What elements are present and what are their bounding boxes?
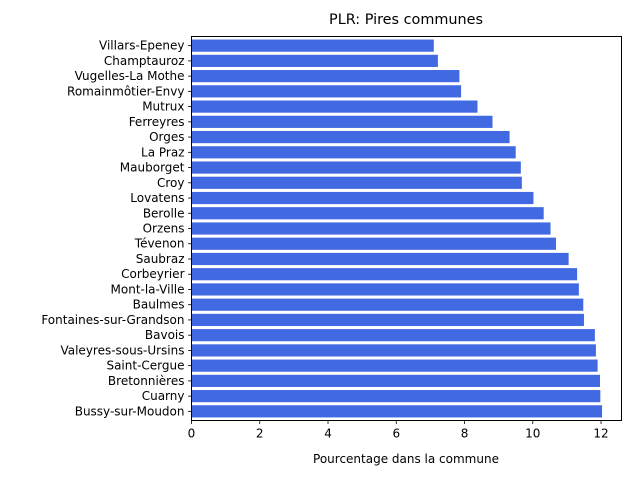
bar [191,344,596,357]
y-tick-label: Mont-la-Ville [111,282,185,296]
bar [191,161,521,174]
bar [191,146,516,159]
y-tick-label: Mutrux [142,100,184,114]
y-tick-label: Romainmôtier-Envy [67,84,184,98]
y-tick-label: La Praz [141,145,184,159]
y-tick-label: Orzens [143,222,185,236]
bar [191,207,544,220]
y-tick-label: Lovatens [130,191,184,205]
y-tick-label: Vugelles-La Mothe [75,69,185,83]
x-tick-label: 10 [525,427,540,441]
x-axis-ticks: 0 2 4 6 8 10 12 [188,420,609,441]
y-tick-label: Mauborget [120,161,185,175]
chart-title: PLR: Pires communes [329,12,483,28]
y-tick-label: Villars-Epeney [99,39,185,53]
bar [191,100,478,113]
y-tick-label: Bussy-sur-Moudon [75,404,185,418]
bar [191,252,569,266]
bar [191,115,493,128]
x-tick-label: 4 [324,427,332,441]
bar [191,54,438,67]
bar [191,268,578,281]
bar [191,405,603,418]
y-tick-label: Cuarny [142,389,185,403]
bar [191,374,600,387]
x-tick-label: 12 [593,427,608,441]
y-tick-label: Bavois [145,328,185,342]
bar [191,390,601,403]
y-tick-label: Baulmes [133,298,185,312]
bar [191,313,584,327]
bar [191,70,460,83]
y-tick-label: Bretonnières [108,374,185,388]
bar [191,298,584,311]
bar [191,329,595,342]
y-tick-label: Champtauroz [104,54,185,68]
y-tick-label: Tévenon [134,237,185,251]
bar [191,237,556,250]
bar [191,85,462,98]
y-tick-label: Saubraz [136,252,185,266]
plot-frame [191,36,622,421]
y-tick-label: Croy [157,176,185,190]
y-tick-label: Berolle [143,206,185,220]
bar [191,176,522,189]
bar [191,130,510,144]
x-tick-label: 2 [256,427,264,441]
x-tick-label: 8 [461,427,469,441]
bar [191,191,534,205]
y-tick-label: Ferreyres [129,115,185,129]
bar [191,283,579,296]
bar [191,359,598,372]
y-tick-label: Saint-Cergue [106,359,184,373]
y-tick-label: Corbeyrier [121,267,184,281]
x-tick-label: 6 [392,427,400,441]
y-tick-label: Orges [149,130,184,144]
x-tick-label: 0 [188,427,196,441]
bar [191,222,551,235]
y-tick-label: Valeyres-sous-Ursins [60,343,184,357]
bar [191,39,434,52]
x-axis-title: Pourcentage dans la commune [313,452,499,466]
y-tick-label: Fontaines-sur-Grandson [41,313,184,327]
bars-layer [191,39,603,418]
